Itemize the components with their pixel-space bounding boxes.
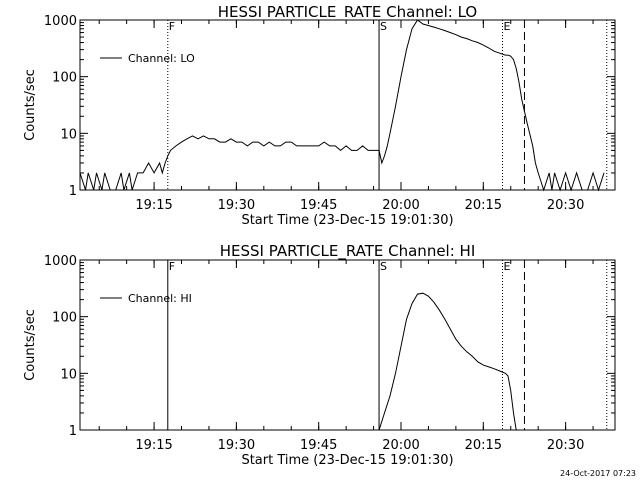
y-tick-label: 1 [69,184,77,199]
series-line [378,292,517,431]
x-tick-label: 20:30 [547,198,584,213]
y-tick-label: 1 [69,424,77,439]
y-axis-label: Counts/sec [23,309,38,381]
x-tick-label: 20:15 [465,438,502,453]
event-marker-label: S [380,20,387,33]
y-axis-label: Counts/sec [23,69,38,141]
x-tick-label: 20:00 [382,198,419,213]
event-marker-label: F [169,260,175,273]
chart-title: HESSI PARTICLE_RATE Channel: LO [218,3,477,22]
x-tick-label: 20:00 [382,438,419,453]
event-marker-label: E [504,20,511,33]
x-axis-label: Start Time (23-Dec-15 19:01:30) [241,213,453,228]
x-tick-label: 20:15 [465,198,502,213]
y-tick-label: 10 [60,367,77,382]
y-tick-label: 100 [52,71,77,86]
x-axis-label: Start Time (23-Dec-15 19:01:30) [241,453,453,468]
legend: Channel: LO [100,52,195,65]
legend: Channel: HI [100,292,192,305]
chart-title: HESSI PARTICLE_RATE Channel: HI [220,242,476,261]
event-marker-label: E [504,260,511,273]
y-tick-label: 100 [52,311,77,326]
x-tick-label: 19:45 [300,198,337,213]
plot-frame [79,19,616,191]
plot-frame [79,259,616,431]
event-marker-label: S [380,260,387,273]
footer-timestamp: 24-Oct-2017 07:23 [560,469,636,478]
y-tick-label: 1000 [44,254,77,269]
y-tick-label: 10 [60,127,77,142]
panel-lo: HESSI PARTICLE_RATE Channel: LO 1 10 100 100… [23,3,616,228]
x-tick-label: 19:30 [218,438,255,453]
legend-entry: Channel: LO [128,52,195,65]
x-tick-label: 19:15 [135,438,172,453]
legend-entry: Channel: HI [128,292,192,305]
x-tick-label: 19:15 [135,198,172,213]
event-marker-label: F [169,20,175,33]
x-tick-label: 19:45 [300,438,337,453]
panel-hi: HESSI PARTICLE_RATE Channel: HI 1 10 100 100… [23,242,616,468]
x-tick-label: 19:30 [218,198,255,213]
y-tick-label: 1000 [44,14,77,29]
series-line [79,19,605,192]
x-tick-label: 20:30 [547,438,584,453]
